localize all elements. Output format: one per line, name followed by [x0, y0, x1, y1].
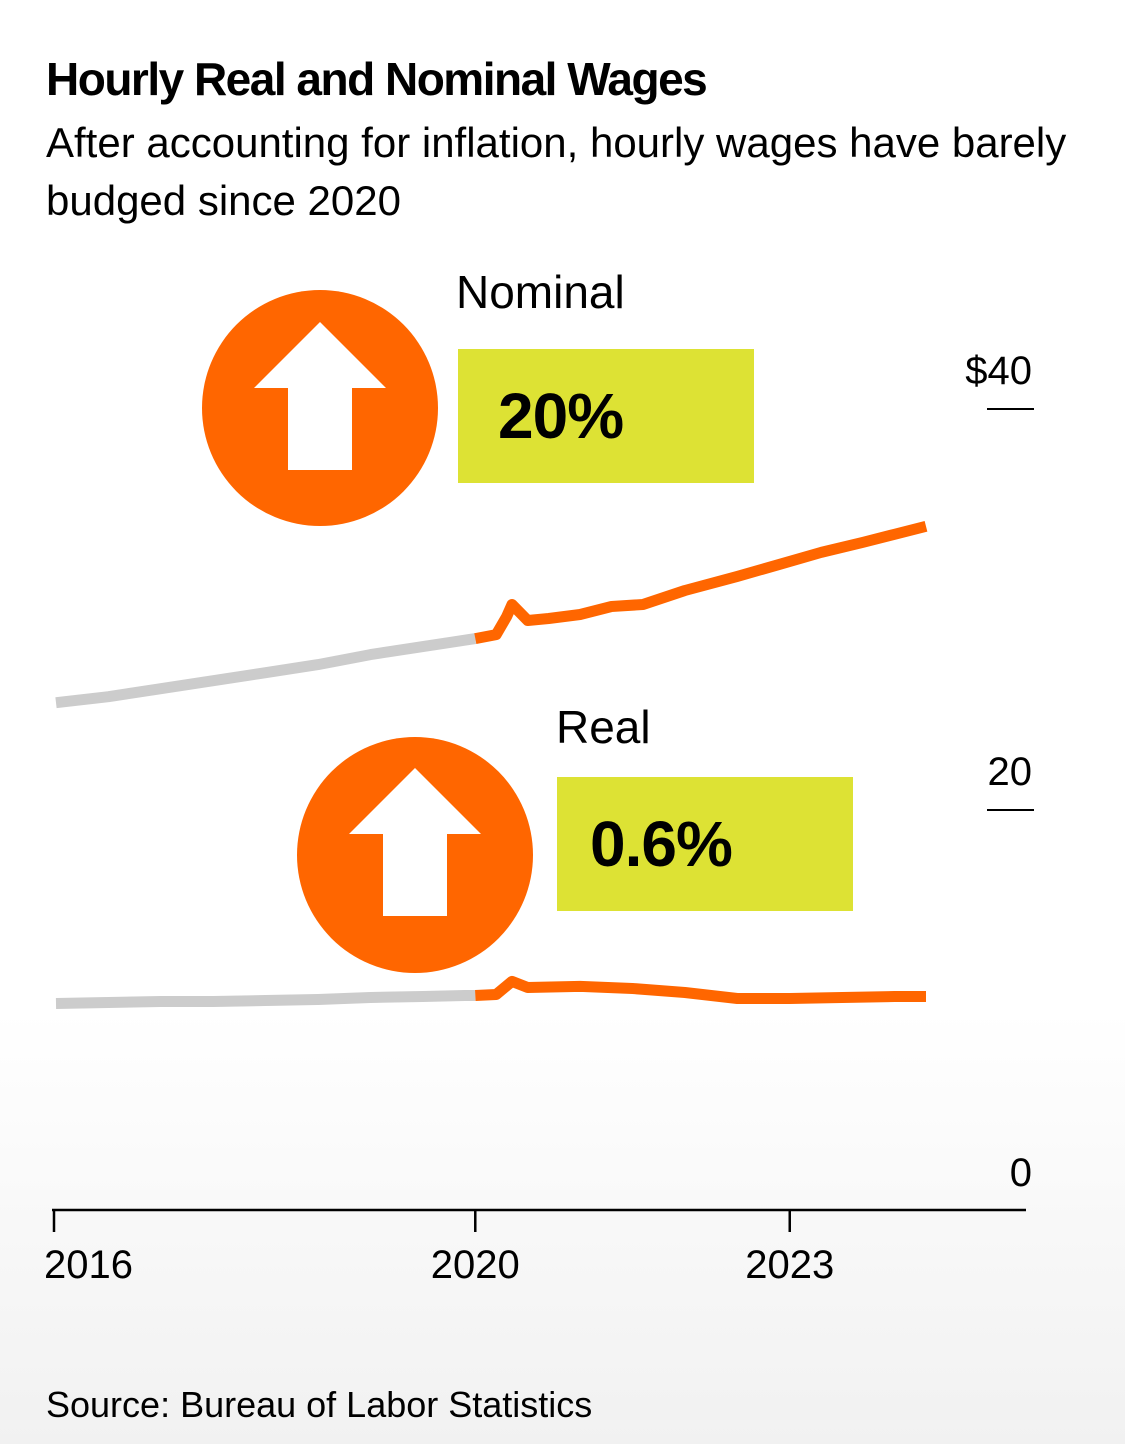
nominal-up-arrow-icon: [202, 290, 438, 526]
x-axis: 2016 2020 2023: [44, 1208, 1026, 1287]
series-line-nominal-post: [474, 520, 928, 645]
series-line-real-pre: [55, 990, 476, 1009]
y-tick-label: 0: [1010, 1151, 1032, 1195]
series-lines: [55, 520, 928, 1009]
x-tick-label: 2020: [431, 1243, 520, 1287]
series-line-nominal-pre: [55, 633, 477, 709]
series-line-real-post: [475, 975, 926, 1004]
x-tick-label: 2016: [44, 1243, 133, 1287]
series-label-nominal: Nominal: [456, 266, 625, 318]
y-tick-label: 20: [988, 750, 1033, 794]
nominal-change-badge: [458, 349, 754, 483]
x-tick-label: 2023: [745, 1243, 834, 1287]
chart-title: Hourly Real and Nominal Wages: [46, 53, 708, 105]
real-change-badge: [557, 777, 853, 911]
source-note: Source: Bureau of Labor Statistics: [46, 1384, 593, 1425]
nominal-annotation: Nominal 20%: [202, 266, 754, 526]
real-up-arrow-icon: [297, 737, 533, 973]
series-label-real: Real: [556, 701, 651, 753]
y-axis: $40 20 0: [965, 349, 1034, 1195]
chart-subtitle: After accounting for inflation, hourly w…: [46, 119, 1067, 224]
real-annotation: Real 0.6%: [297, 701, 853, 973]
real-change-value: 0.6%: [590, 808, 732, 880]
nominal-change-value: 20%: [498, 380, 623, 452]
y-tick-label: $40: [965, 349, 1032, 393]
